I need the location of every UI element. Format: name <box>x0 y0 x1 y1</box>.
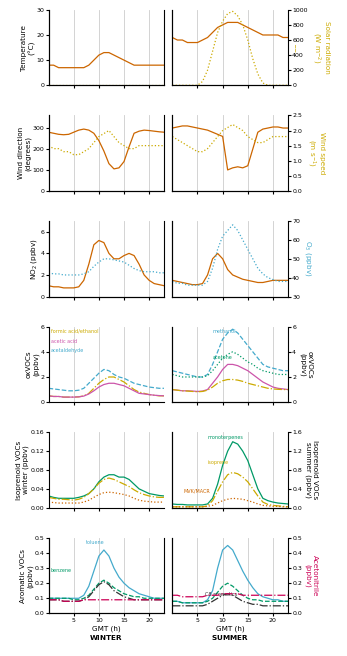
Text: isoprene: isoprene <box>207 461 228 465</box>
Text: benzene: benzene <box>51 568 72 573</box>
Y-axis label: Temperature
(°C): Temperature (°C) <box>21 24 35 71</box>
X-axis label: GMT (h)
$\bf{WINTER}$: GMT (h) $\bf{WINTER}$ <box>90 625 124 642</box>
Text: toluene: toluene <box>86 540 104 545</box>
Text: monoterpenes: monoterpenes <box>207 434 243 440</box>
Y-axis label: Acetonitrile
(ppbv): Acetonitrile (ppbv) <box>305 555 318 596</box>
Y-axis label: oxVOCs
(ppbv): oxVOCs (ppbv) <box>299 350 312 379</box>
Y-axis label: O$_3$ (ppbv): O$_3$ (ppbv) <box>303 241 313 277</box>
Y-axis label: NO$_2$ (ppbv): NO$_2$ (ppbv) <box>29 237 39 280</box>
X-axis label: GMT (h)
$\bf{SUMMER}$: GMT (h) $\bf{SUMMER}$ <box>211 625 249 642</box>
Y-axis label: oxVOCs
(ppbv): oxVOCs (ppbv) <box>26 350 39 379</box>
Y-axis label: Isoprenoid VOCs
winter (ppbv): Isoprenoid VOCs winter (ppbv) <box>16 440 29 500</box>
Text: formic acid/ethanol: formic acid/ethanol <box>51 329 99 334</box>
Y-axis label: Isoprenoid VOCs
summer (ppbv): Isoprenoid VOCs summer (ppbv) <box>305 440 318 500</box>
Y-axis label: Solar radiation
(W m$^{-2}$): Solar radiation (W m$^{-2}$) <box>311 21 330 74</box>
Text: acetic acid: acetic acid <box>51 338 77 344</box>
Text: ─ ─: ─ ─ <box>291 43 296 52</box>
Y-axis label: Aromatic VOCs
(ppbv): Aromatic VOCs (ppbv) <box>20 548 33 603</box>
Text: acetone: acetone <box>213 355 232 359</box>
Text: acetaldehyde: acetaldehyde <box>51 348 84 353</box>
Text: MVK/MACR: MVK/MACR <box>184 489 211 494</box>
Y-axis label: Wind speed
(m s$^{-1}$): Wind speed (m s$^{-1}$) <box>305 132 325 174</box>
Text: C8 aromatics: C8 aromatics <box>205 592 237 597</box>
Text: methanol: methanol <box>213 329 236 334</box>
Y-axis label: Wind direction
(degrees): Wind direction (degrees) <box>18 127 31 179</box>
